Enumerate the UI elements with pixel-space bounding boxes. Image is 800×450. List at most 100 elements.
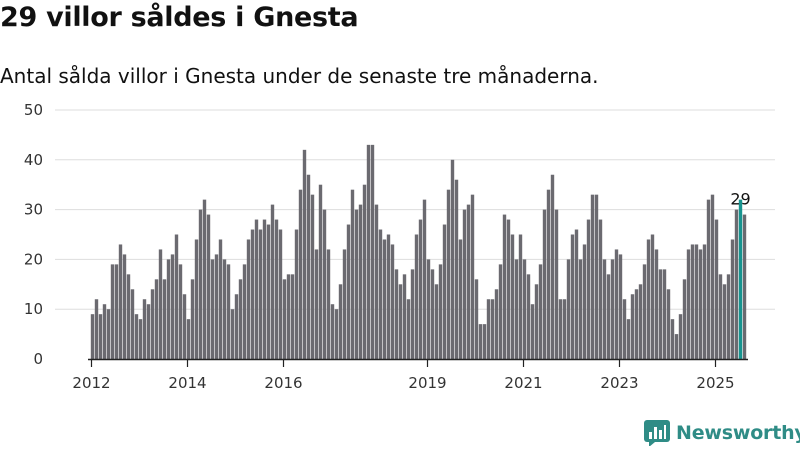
- bar: [130, 289, 135, 359]
- bar: [406, 299, 411, 359]
- annotations: 29: [730, 190, 750, 209]
- bar: [214, 254, 219, 359]
- bar: [438, 264, 443, 359]
- bar: [374, 204, 379, 359]
- chart-title: 29 villor såldes i Gnesta: [0, 2, 359, 33]
- x-tick-label: 2021: [504, 374, 542, 392]
- bar: [142, 299, 147, 359]
- bar: [350, 189, 355, 359]
- bar: [330, 304, 335, 359]
- bar: [414, 234, 419, 359]
- bar: [174, 234, 179, 359]
- bar: [394, 269, 399, 359]
- bar: [678, 314, 683, 359]
- bar: [106, 309, 111, 359]
- bar: [582, 244, 587, 359]
- bar: [622, 299, 627, 359]
- bar: [370, 144, 375, 359]
- bar: [326, 249, 331, 359]
- bar: [514, 259, 519, 359]
- bar: [442, 224, 447, 359]
- bar: [554, 209, 559, 359]
- bar: [698, 249, 703, 359]
- bar: [218, 239, 223, 359]
- bar: [110, 264, 115, 359]
- bar: [538, 264, 543, 359]
- x-tick-label: 2016: [264, 374, 302, 392]
- bar: [254, 219, 259, 359]
- bar: [118, 244, 123, 359]
- bar: [346, 224, 351, 359]
- bar: [518, 234, 523, 359]
- bar: [154, 279, 159, 359]
- bar: [382, 239, 387, 359]
- bar: [502, 214, 507, 359]
- bar: [630, 294, 635, 359]
- bar: [534, 284, 539, 359]
- bar: [90, 314, 95, 359]
- bar: [262, 219, 267, 359]
- bar: [390, 244, 395, 359]
- bar: [522, 259, 527, 359]
- bar: [498, 264, 503, 359]
- bar: [562, 299, 567, 359]
- bar: [426, 259, 431, 359]
- bar: [598, 219, 603, 359]
- bar: [462, 209, 467, 359]
- bar: [338, 284, 343, 359]
- newsworthy-logo-icon: [644, 420, 670, 446]
- x-tick-label: 2023: [600, 374, 638, 392]
- bar: [274, 219, 279, 359]
- bar: [494, 289, 499, 359]
- bar: [674, 334, 679, 359]
- bar: [386, 234, 391, 359]
- bar: [614, 249, 619, 359]
- bar: [510, 234, 515, 359]
- bar: [450, 159, 455, 359]
- bar: [706, 199, 711, 359]
- bar: [138, 319, 143, 359]
- bar: [290, 274, 295, 359]
- bar: [478, 324, 483, 359]
- bar: [690, 244, 695, 359]
- bar: [726, 274, 731, 359]
- bar: [702, 244, 707, 359]
- bar: [362, 184, 367, 359]
- bar: [418, 219, 423, 359]
- bar: [314, 249, 319, 359]
- bar: [730, 239, 735, 359]
- y-tick-label: 50: [24, 101, 43, 119]
- highlight-value-label: 29: [730, 190, 750, 209]
- bar: [270, 204, 275, 359]
- bar: [98, 314, 103, 359]
- highlighted-bar: [738, 199, 743, 359]
- bar: [550, 174, 555, 359]
- bar: [714, 219, 719, 359]
- bar: [102, 304, 107, 359]
- bar: [310, 194, 315, 359]
- bar: [210, 259, 215, 359]
- bar: [542, 209, 547, 359]
- bar: [126, 274, 131, 359]
- bar: [302, 149, 307, 359]
- bar: [422, 199, 427, 359]
- bar: [286, 274, 291, 359]
- bar: [446, 189, 451, 359]
- bar: [634, 289, 639, 359]
- bar: [282, 279, 287, 359]
- bar: [574, 229, 579, 359]
- bar: [206, 214, 211, 359]
- bar: [114, 264, 119, 359]
- bar: [610, 259, 615, 359]
- bar: [566, 259, 571, 359]
- bar: [150, 289, 155, 359]
- bar: [178, 264, 183, 359]
- bar: [650, 234, 655, 359]
- y-tick-label: 10: [24, 300, 43, 318]
- bar: [182, 294, 187, 359]
- bar: [722, 284, 727, 359]
- bar: [358, 204, 363, 359]
- bar: [122, 254, 127, 359]
- bar: [618, 254, 623, 359]
- y-tick-label: 0: [33, 350, 43, 368]
